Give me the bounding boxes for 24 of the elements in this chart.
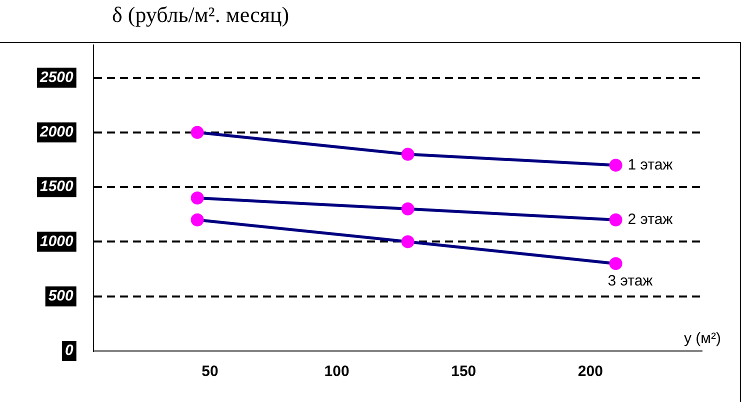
point [609,213,622,226]
point [401,148,414,161]
point [609,158,622,172]
y-tick-label: 2000 [38,124,74,141]
y-tick-label: 0 [65,342,74,360]
x-tick-label: 150 [451,363,476,380]
series-label: 2 этаж [628,211,673,228]
point [609,257,622,270]
y-tick-label: 1500 [40,178,74,196]
y-tick-label: 1000 [40,232,74,250]
x-tick-label: 200 [578,363,603,380]
point [190,126,204,139]
y-tick-label: 2500 [38,68,74,86]
x-axis-title: у (м²) [684,330,721,347]
series-label: 3 этаж [608,272,653,290]
point [190,192,204,204]
point [190,213,204,226]
y-axis-title: δ (рубль/м². месяц) [112,2,290,28]
x-tick-label: 100 [324,363,350,380]
point [401,202,414,216]
y-tick-label: 500 [48,288,74,304]
point [401,235,414,248]
series-label: 1 этаж [628,156,673,174]
x-tick-label: 50 [202,363,218,380]
